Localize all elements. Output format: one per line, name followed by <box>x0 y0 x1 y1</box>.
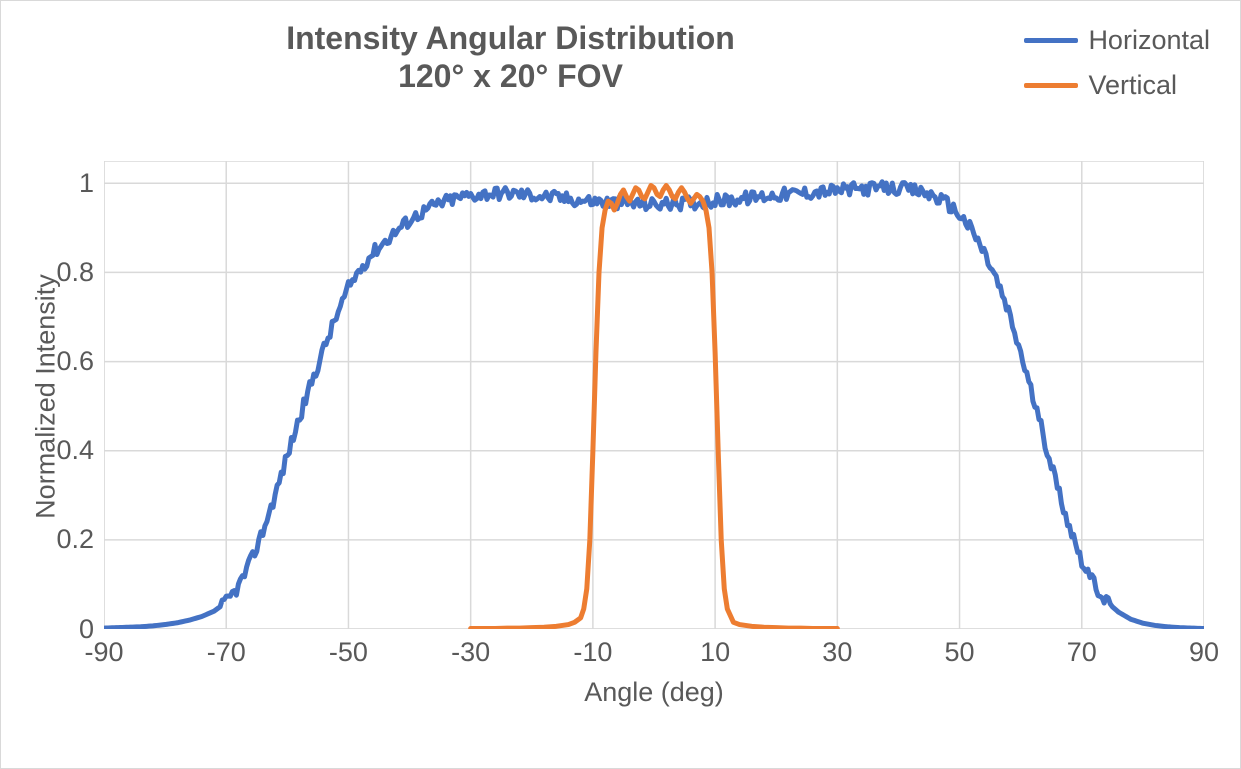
y-tick-label: 0.2 <box>56 524 94 555</box>
series-horizontal <box>104 182 1204 629</box>
y-tick-label: 1 <box>79 168 94 199</box>
y-tick-label: 0.6 <box>56 346 94 377</box>
x-tick-label: 50 <box>930 637 990 668</box>
plot-area <box>104 161 1204 629</box>
legend-label-horizontal: Horizontal <box>1088 25 1210 56</box>
chart-container: Intensity Angular Distribution 120° x 20… <box>0 0 1241 769</box>
x-tick-label: -10 <box>563 637 623 668</box>
series-vertical <box>471 186 838 629</box>
legend-label-vertical: Vertical <box>1088 70 1177 101</box>
x-tick-label: -50 <box>318 637 378 668</box>
x-tick-label: 10 <box>685 637 745 668</box>
legend-item-vertical: Vertical <box>1024 70 1210 101</box>
y-axis-label: Normalized Intensity <box>31 257 62 537</box>
legend-item-horizontal: Horizontal <box>1024 25 1210 56</box>
legend-swatch-horizontal <box>1024 38 1078 43</box>
chart-title-line1: Intensity Angular Distribution <box>1 19 1020 57</box>
x-tick-label: 30 <box>807 637 867 668</box>
y-tick-label: 0 <box>79 614 94 645</box>
x-tick-label: 90 <box>1174 637 1234 668</box>
x-tick-label: -30 <box>441 637 501 668</box>
y-tick-label: 0.4 <box>56 435 94 466</box>
y-tick-label: 0.8 <box>56 257 94 288</box>
x-tick-label: 70 <box>1052 637 1112 668</box>
x-axis-label: Angle (deg) <box>104 677 1204 708</box>
legend: Horizontal Vertical <box>1024 25 1210 115</box>
legend-swatch-vertical <box>1024 83 1078 88</box>
chart-title: Intensity Angular Distribution 120° x 20… <box>1 19 1020 96</box>
x-tick-label: -70 <box>196 637 256 668</box>
chart-title-line2: 120° x 20° FOV <box>1 57 1020 95</box>
